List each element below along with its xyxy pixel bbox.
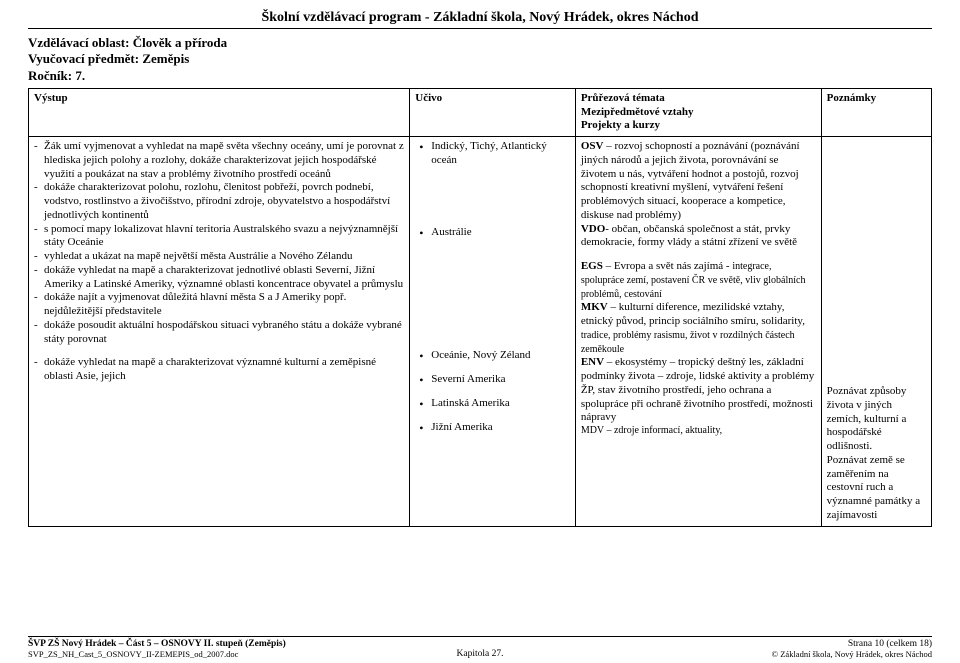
- th-temata: Průřezová témata Mezipředmětové vztahy P…: [575, 88, 821, 136]
- footer-left-top: ŠVP ZŠ Nový Hrádek – Část 5 – OSNOVY II.…: [28, 639, 286, 649]
- oblast-value: Člověk a příroda: [133, 35, 227, 50]
- list-item: dokáže vyhledat na mapě a charakterizova…: [34, 356, 404, 384]
- mkv-small: tradice, problémy rasismu, život v rozdí…: [581, 330, 795, 355]
- page-footer: ŠVP ZŠ Nový Hrádek – Část 5 – OSNOVY II.…: [28, 636, 932, 659]
- vdo-title: VDO: [581, 223, 605, 235]
- th-temata-a: Průřezová témata: [581, 92, 816, 106]
- list-item: Indický, Tichý, Atlantický oceán: [415, 140, 570, 168]
- list-item: Jižní Amerika: [415, 421, 570, 435]
- env-text: – ekosystémy – tropický deštný les, zákl…: [581, 356, 814, 423]
- env-title: ENV: [581, 356, 604, 368]
- meta-block: Vzdělávací oblast: Člověk a příroda Vyuč…: [28, 35, 932, 84]
- vystup-list: Žák umí vyjmenovat a vyhledat na mapě sv…: [34, 140, 404, 346]
- th-vystup: Výstup: [29, 88, 410, 136]
- table-head-row: Výstup Učivo Průřezová témata Mezipředmě…: [29, 88, 932, 136]
- egs-title: EGS: [581, 260, 603, 272]
- curriculum-table: Výstup Učivo Průřezová témata Mezipředmě…: [28, 88, 932, 527]
- cell-temata: OSV – rozvoj schopností a poznávání (poz…: [575, 137, 821, 527]
- list-item: dokáže posoudit aktuální hospodářskou si…: [34, 319, 404, 347]
- list-item: Latinská Amerika: [415, 397, 570, 411]
- list-item: Severní Amerika: [415, 373, 570, 387]
- rocnik-value: 7.: [75, 68, 85, 83]
- rocnik-label: Ročník:: [28, 68, 72, 83]
- footer-left-bottom: SVP_ZS_NH_Cast_5_OSNOVY_II-ZEMEPIS_od_20…: [28, 649, 457, 659]
- pozn-1: Poznávat způsoby života v jiných zemích,…: [827, 385, 926, 454]
- list-item: vyhledat a ukázat na mapě největší města…: [34, 250, 404, 264]
- list-item: s pomocí mapy lokalizovat hlavní teritor…: [34, 223, 404, 251]
- th-temata-c: Projekty a kurzy: [581, 119, 816, 133]
- th-temata-b: Mezipředmětové vztahy: [581, 106, 816, 120]
- footer-right-top: Strana 10 (celkem 18): [503, 639, 932, 649]
- cell-ucivo: Indický, Tichý, Atlantický oceán Austrál…: [410, 137, 576, 527]
- page: Školní vzdělávací program - Základní ško…: [0, 0, 960, 663]
- osv-text: – rozvoj schopností a poznávání (poznává…: [581, 140, 800, 221]
- cell-vystup: Žák umí vyjmenovat a vyhledat na mapě sv…: [29, 137, 410, 527]
- footer-center: Kapitola 27.: [457, 649, 504, 659]
- vdo-text: - občan, občanská společnost a stát, prv…: [581, 223, 797, 249]
- page-title: Školní vzdělávací program - Základní ško…: [28, 10, 932, 29]
- list-item: dokáže charakterizovat polohu, rozlohu, …: [34, 181, 404, 222]
- ucivo-list: Indický, Tichý, Atlantický oceán Austrál…: [415, 140, 570, 434]
- list-item: dokáže najít a vyjmenovat důležitá hlavn…: [34, 291, 404, 319]
- list-item: Austrálie: [415, 226, 570, 240]
- mkv-text: – kulturní diference, mezilidské vztahy,…: [581, 301, 805, 327]
- mkv-title: MKV: [581, 301, 608, 313]
- list-item: dokáže vyhledat na mapě a charakterizova…: [34, 264, 404, 292]
- osv-title: OSV: [581, 140, 604, 152]
- pozn-2: Poznávat země se zaměřením na cestovní r…: [827, 454, 926, 523]
- list-item: Oceánie, Nový Zéland: [415, 349, 570, 363]
- oblast-label: Vzdělávací oblast:: [28, 35, 129, 50]
- predmet-label: Vyučovací předmět:: [28, 51, 139, 66]
- table-body-row: Žák umí vyjmenovat a vyhledat na mapě sv…: [29, 137, 932, 527]
- predmet-value: Zeměpis: [142, 51, 189, 66]
- mdv-small: MDV – zdroje informací, aktuality,: [581, 425, 816, 438]
- footer-right-bottom: © Základní škola, Nový Hrádek, okres Nác…: [503, 649, 932, 659]
- list-item: Žák umí vyjmenovat a vyhledat na mapě sv…: [34, 140, 404, 181]
- vystup-list-2: dokáže vyhledat na mapě a charakterizova…: [34, 356, 404, 384]
- th-ucivo: Učivo: [410, 88, 576, 136]
- th-poznamky: Poznámky: [821, 88, 931, 136]
- cell-poznamky: Poznávat způsoby života v jiných zemích,…: [821, 137, 931, 527]
- egs-text: – Evropa a svět nás zajímá -: [603, 260, 733, 272]
